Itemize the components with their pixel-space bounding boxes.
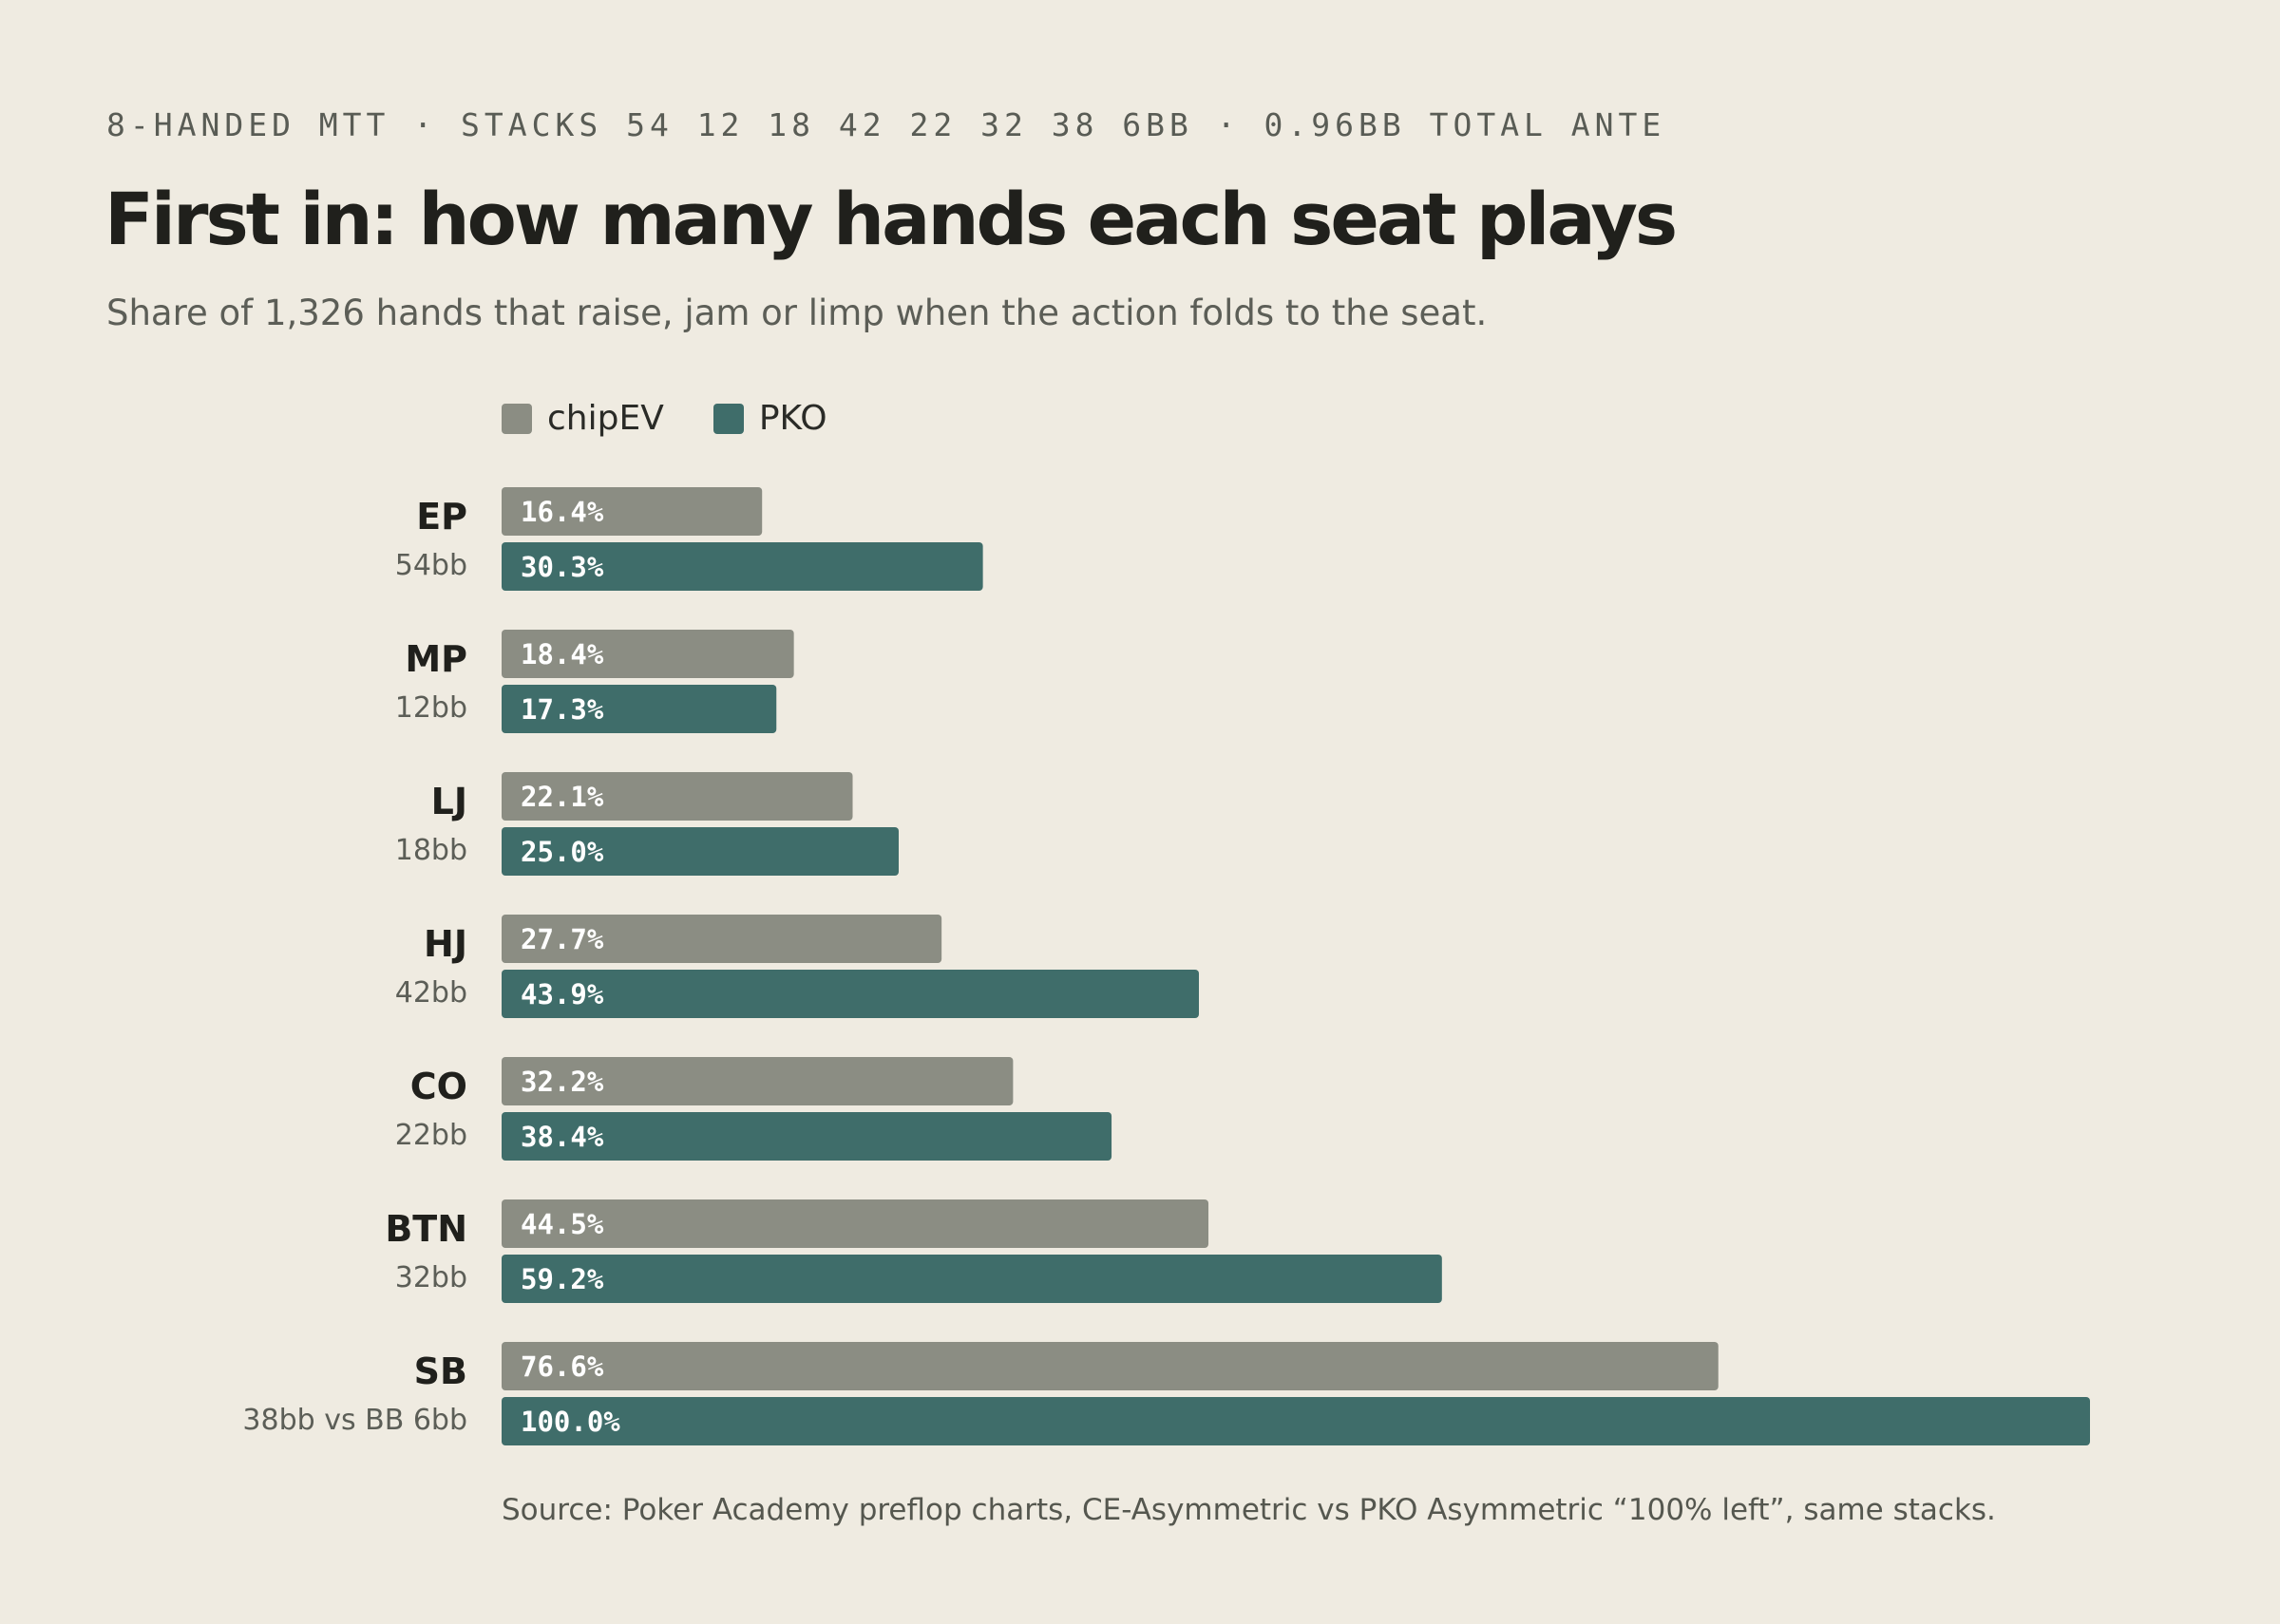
seat-label-mp: MP (405, 638, 467, 680)
bar-label-pko-ep: 30.3% (521, 551, 604, 583)
seat-label-ep: EP (416, 496, 467, 538)
stack-label-co: 22bb (395, 1119, 467, 1152)
legend-item-chipev: chipEV (502, 399, 664, 438)
stack-label-ep: 54bb (395, 549, 467, 582)
bar-label-chipev-lj: 22.1% (521, 781, 604, 813)
stack-label-mp: 12bb (395, 691, 467, 725)
bar-pko-ep (502, 542, 983, 591)
stack-label-btn: 32bb (395, 1261, 467, 1294)
bar-pko-mp (502, 685, 777, 733)
bar-label-pko-mp: 17.3% (521, 693, 604, 726)
bar-pko-co (502, 1112, 1112, 1161)
bar-label-chipev-btn: 44.5% (521, 1208, 604, 1240)
bar-chipev-mp (502, 630, 794, 678)
chart-subtitle: Share of 1,326 hands that raise, jam or … (106, 293, 1488, 333)
bar-label-chipev-sb: 76.6% (521, 1350, 604, 1383)
seat-label-btn: BTN (385, 1208, 467, 1250)
bar-pko-hj (502, 970, 1200, 1018)
bar-label-chipev-ep: 16.4% (521, 496, 604, 528)
chart-legend: chipEV PKO (502, 399, 827, 438)
bar-label-pko-co: 38.4% (521, 1121, 604, 1153)
chart-kicker: 8-HANDED MTT · STACKS 54 12 18 42 22 32 … (106, 106, 1666, 143)
bar-pko-btn (502, 1255, 1442, 1303)
legend-item-pko: PKO (712, 399, 827, 438)
bar-label-pko-sb: 100.0% (521, 1406, 620, 1438)
bar-chipev-btn (502, 1199, 1209, 1248)
bar-label-chipev-co: 32.2% (521, 1066, 604, 1098)
bar-chipev-hj (502, 915, 942, 963)
seat-label-sb: SB (414, 1350, 467, 1392)
chart-title: First in: how many hands each seat plays (104, 177, 1678, 261)
chart-source: Source: Poker Academy preflop charts, CE… (502, 1493, 1996, 1527)
bar-pko-sb (502, 1397, 2090, 1445)
seat-label-co: CO (410, 1066, 467, 1107)
seat-label-hj: HJ (424, 923, 467, 965)
bar-chipev-co (502, 1057, 1014, 1105)
stack-label-hj: 42bb (395, 976, 467, 1010)
stack-label-lj: 18bb (395, 834, 467, 867)
seat-label-lj: LJ (431, 781, 467, 822)
bar-label-chipev-hj: 27.7% (521, 923, 604, 955)
bar-label-pko-hj: 43.9% (521, 978, 604, 1010)
bar-chipev-lj (502, 772, 853, 821)
bar-pko-lj (502, 827, 899, 876)
legend-swatch-chipev (502, 403, 532, 434)
stack-label-sb: 38bb vs BB 6bb (242, 1404, 467, 1437)
legend-swatch-pko (712, 403, 744, 434)
legend-label-pko: PKO (758, 399, 827, 438)
bar-label-pko-lj: 25.0% (521, 836, 604, 868)
bar-label-chipev-mp: 18.4% (521, 638, 604, 670)
bar-chipev-ep (502, 487, 763, 536)
bar-chipev-sb (502, 1342, 1719, 1390)
legend-label-chipev: chipEV (547, 399, 664, 438)
bar-label-pko-btn: 59.2% (521, 1263, 604, 1295)
